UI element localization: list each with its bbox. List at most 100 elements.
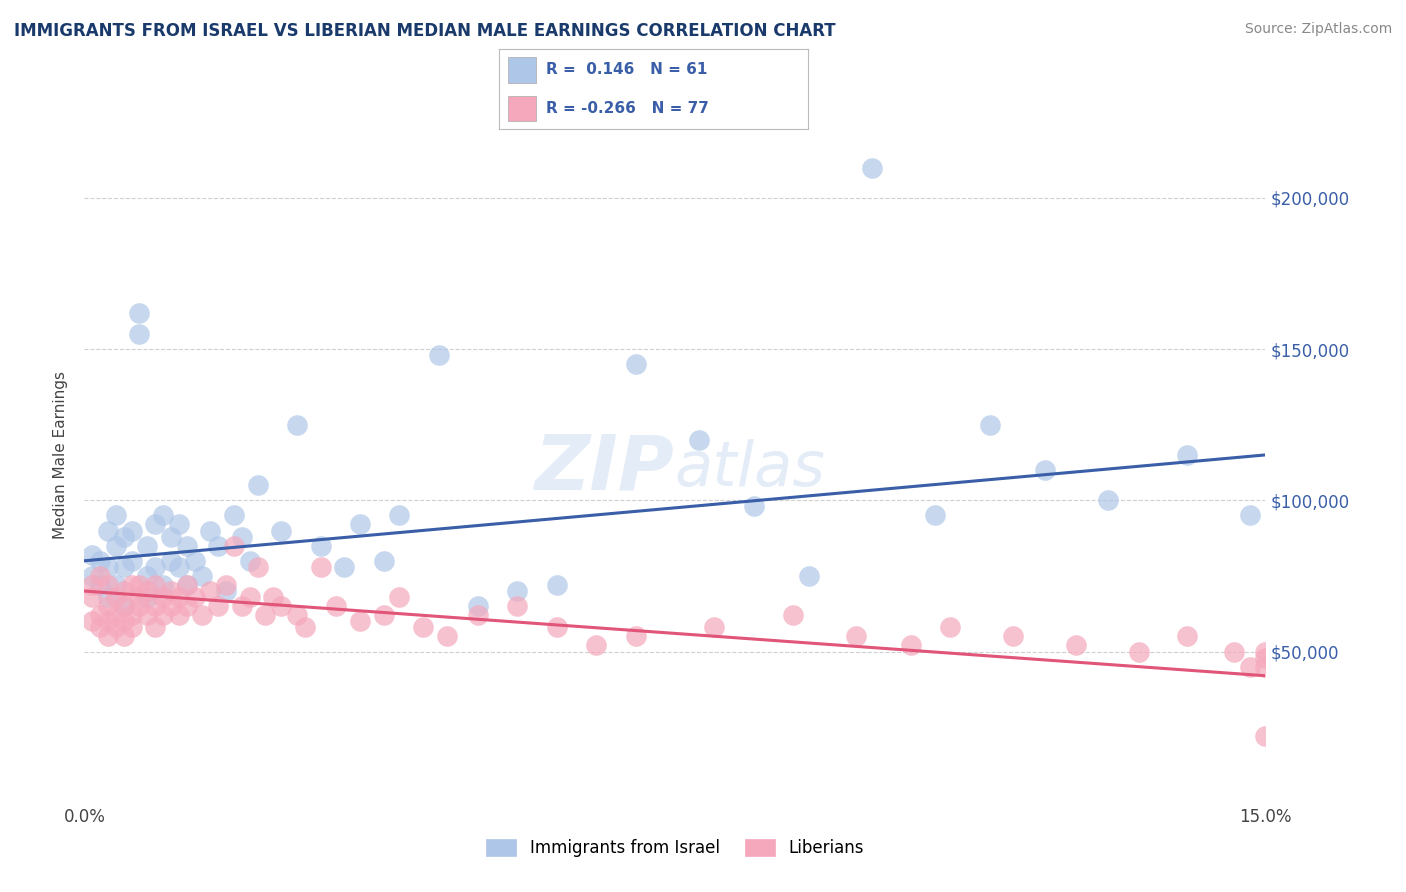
- Point: [900, 639, 922, 653]
- Point: [97, 524, 120, 538]
- Point: [1254, 729, 1277, 743]
- Point: [239, 554, 262, 568]
- Point: [1223, 644, 1246, 658]
- Point: [152, 590, 174, 604]
- Point: [167, 590, 190, 604]
- Point: [167, 517, 190, 532]
- Text: R =  0.146   N = 61: R = 0.146 N = 61: [546, 62, 707, 78]
- Point: [89, 554, 111, 568]
- Point: [121, 578, 143, 592]
- Point: [294, 620, 316, 634]
- Point: [104, 508, 127, 523]
- Point: [128, 590, 150, 604]
- Text: ZIP: ZIP: [536, 432, 675, 506]
- Point: [183, 590, 205, 604]
- Point: [176, 578, 198, 592]
- Point: [436, 629, 458, 643]
- Point: [112, 530, 135, 544]
- Point: [1254, 659, 1277, 673]
- Point: [112, 559, 135, 574]
- Point: [285, 417, 308, 432]
- Point: [112, 599, 135, 614]
- Point: [506, 599, 529, 614]
- Point: [546, 620, 568, 634]
- Point: [176, 539, 198, 553]
- Point: [506, 584, 529, 599]
- Point: [1066, 639, 1088, 653]
- Point: [104, 608, 127, 623]
- Point: [89, 620, 111, 634]
- Point: [1239, 508, 1261, 523]
- Point: [160, 584, 183, 599]
- Point: [231, 599, 253, 614]
- Point: [152, 608, 174, 623]
- Point: [246, 478, 269, 492]
- Point: [97, 559, 120, 574]
- Point: [231, 530, 253, 544]
- Bar: [509, 95, 536, 121]
- Point: [128, 306, 150, 320]
- Point: [207, 539, 229, 553]
- Point: [1097, 493, 1119, 508]
- Point: [112, 615, 135, 629]
- Point: [1239, 659, 1261, 673]
- Point: [89, 578, 111, 592]
- Point: [121, 554, 143, 568]
- Point: [143, 517, 166, 532]
- Point: [624, 629, 647, 643]
- Point: [104, 578, 127, 592]
- Point: [143, 578, 166, 592]
- Point: [373, 608, 395, 623]
- Point: [467, 608, 489, 623]
- Point: [222, 539, 245, 553]
- Point: [112, 584, 135, 599]
- Point: [215, 578, 238, 592]
- Point: [1254, 644, 1277, 658]
- Point: [136, 584, 159, 599]
- Point: [82, 578, 104, 592]
- Point: [309, 539, 332, 553]
- Point: [200, 584, 222, 599]
- Point: [82, 590, 104, 604]
- Point: [373, 554, 395, 568]
- Point: [128, 326, 150, 341]
- Point: [427, 348, 450, 362]
- Point: [82, 548, 104, 562]
- Point: [104, 539, 127, 553]
- Point: [136, 569, 159, 583]
- Point: [143, 620, 166, 634]
- Point: [121, 620, 143, 634]
- Bar: [509, 57, 536, 83]
- Point: [104, 620, 127, 634]
- Point: [797, 569, 820, 583]
- Point: [136, 590, 159, 604]
- Point: [325, 599, 347, 614]
- Point: [160, 530, 183, 544]
- Point: [285, 608, 308, 623]
- Point: [97, 629, 120, 643]
- Point: [782, 608, 804, 623]
- Point: [546, 578, 568, 592]
- Point: [1175, 629, 1198, 643]
- Point: [136, 539, 159, 553]
- Point: [388, 508, 411, 523]
- Point: [121, 524, 143, 538]
- Point: [207, 599, 229, 614]
- Point: [112, 629, 135, 643]
- Point: [349, 615, 371, 629]
- Legend: Immigrants from Israel, Liberians: Immigrants from Israel, Liberians: [479, 832, 870, 864]
- Text: atlas: atlas: [675, 439, 825, 499]
- Point: [924, 508, 946, 523]
- Point: [160, 599, 183, 614]
- Point: [183, 554, 205, 568]
- Point: [222, 508, 245, 523]
- Point: [200, 524, 222, 538]
- Point: [128, 578, 150, 592]
- Point: [1254, 650, 1277, 665]
- Point: [136, 608, 159, 623]
- Point: [191, 608, 214, 623]
- Point: [388, 590, 411, 604]
- Point: [97, 578, 120, 592]
- Point: [176, 578, 198, 592]
- Point: [703, 620, 725, 634]
